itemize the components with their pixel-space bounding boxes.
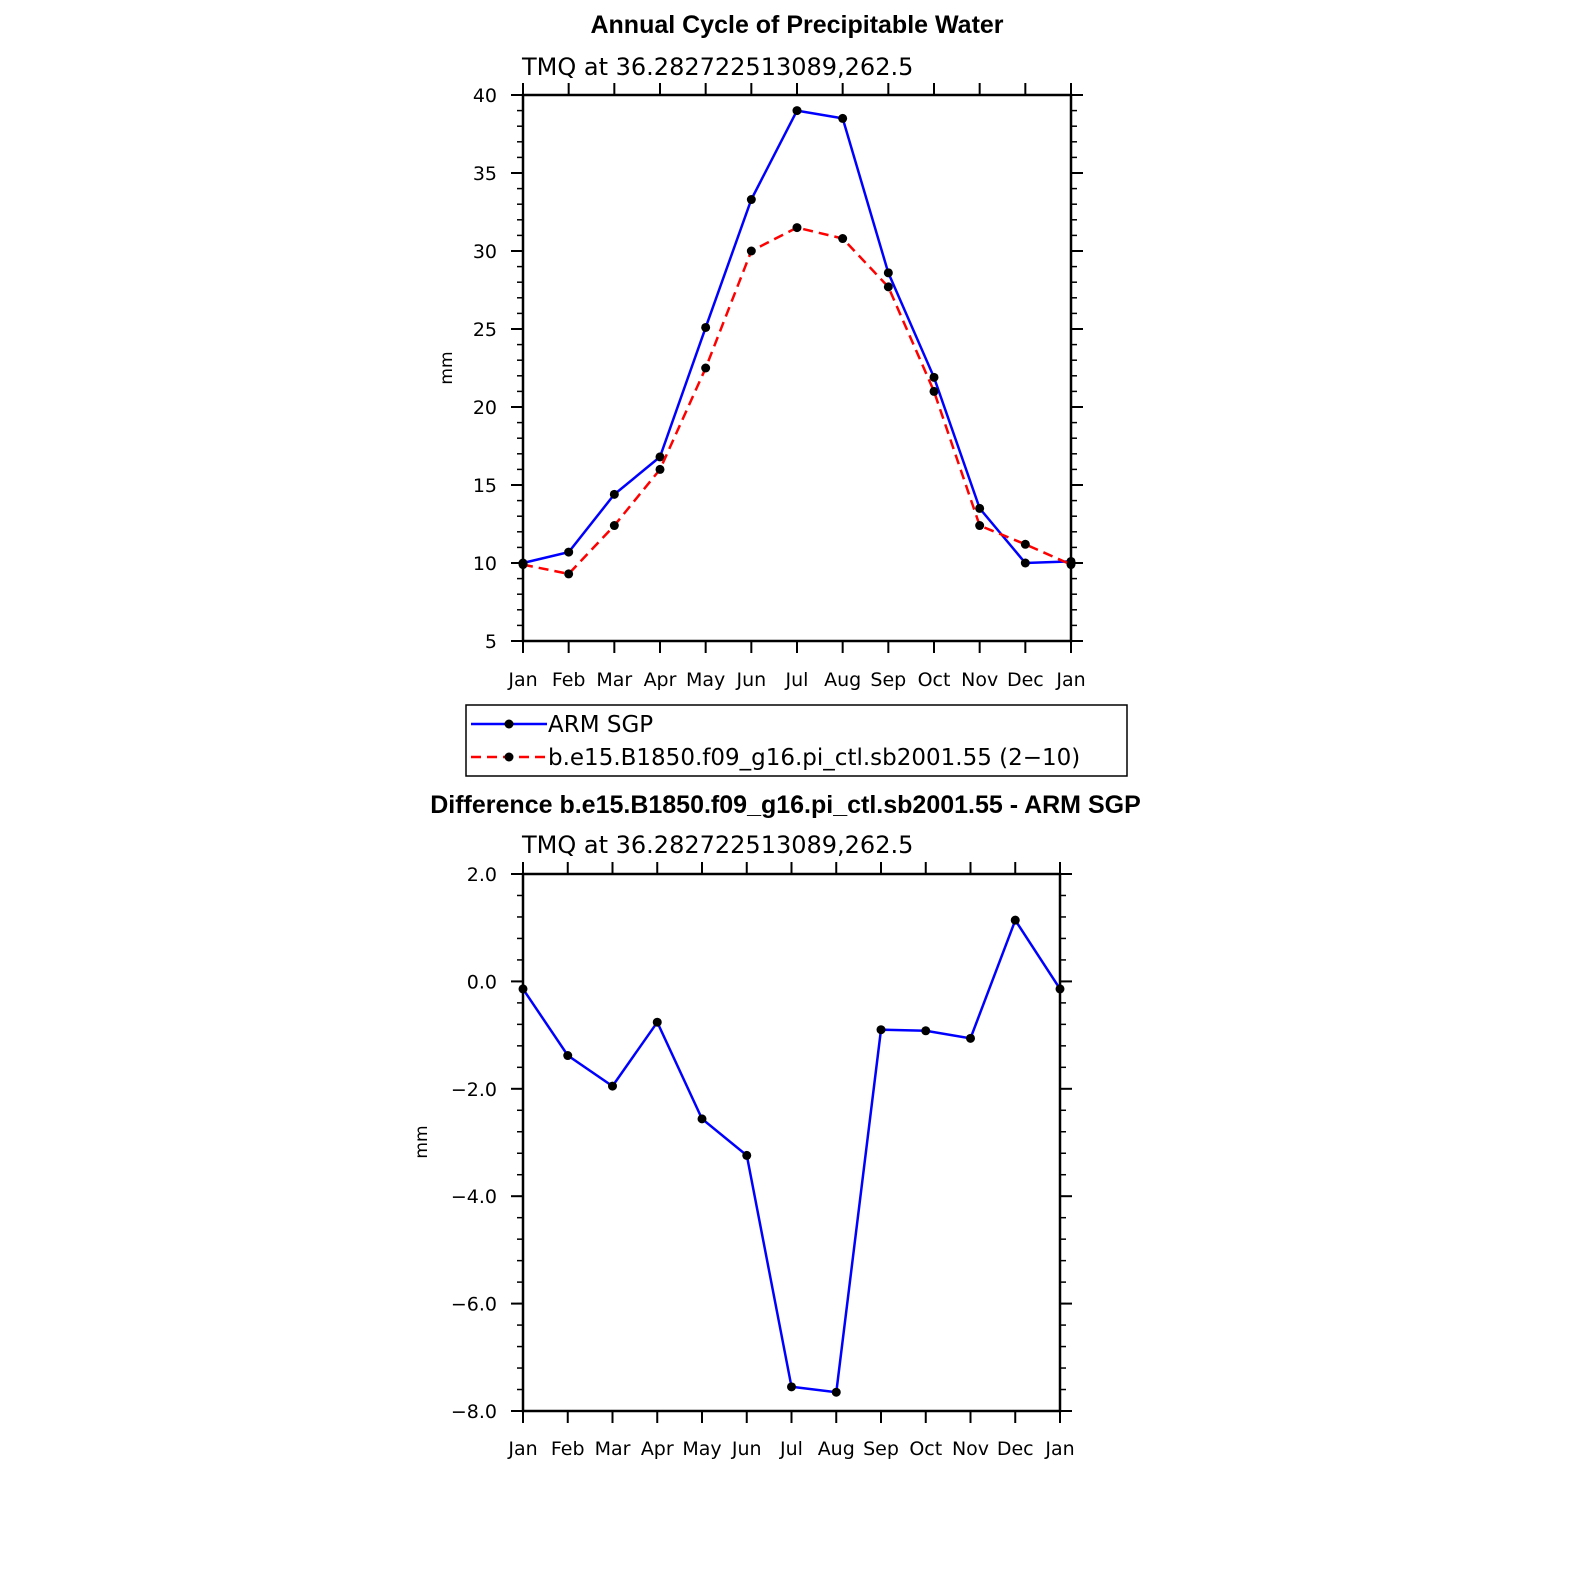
- annual-cycle-xtick-label: Jan: [1055, 669, 1085, 691]
- difference-xtick-label: Oct: [909, 1438, 942, 1460]
- annual-cycle-ytick-label: 15: [473, 475, 497, 497]
- annual-cycle-data-point: [883, 268, 893, 278]
- difference-xtick-label: May: [682, 1438, 721, 1460]
- difference-data-point: [831, 1387, 841, 1397]
- difference-xtick-label: Mar: [595, 1438, 631, 1460]
- annual-cycle-data-point: [792, 223, 802, 233]
- annual-cycle-data-point: [609, 521, 619, 531]
- difference-data-point: [876, 1025, 886, 1035]
- annual-cycle-data-point: [701, 322, 711, 332]
- annual-cycle-data-point: [1020, 539, 1030, 549]
- annual-cycle-data-point: [929, 386, 939, 396]
- difference-subtitle: TMQ at 36.282722513089,262.5: [521, 831, 913, 859]
- difference-data-point: [1010, 915, 1020, 925]
- annual-cycle-ylabel: mm: [437, 351, 457, 384]
- difference-data-point: [608, 1081, 617, 1091]
- difference-xtick-label: Jul: [779, 1438, 803, 1460]
- annual-cycle-series-line-1: [522, 226, 1072, 576]
- legend-marker-1: [504, 752, 514, 762]
- difference-ytick-label: 2.0: [467, 864, 497, 886]
- difference-series-line-0: [521, 917, 1062, 1394]
- difference-data-point: [921, 1026, 931, 1036]
- annual-cycle-ytick-label: 10: [473, 553, 497, 575]
- difference-ytick-label: −6.0: [451, 1294, 497, 1316]
- legend-label-0: ARM SGP: [548, 712, 653, 738]
- difference-ytick-label: −8.0: [451, 1401, 497, 1423]
- annual-cycle-xtick-label: Jun: [735, 669, 766, 691]
- annual-cycle-data-point: [792, 106, 802, 116]
- difference-data-point: [966, 1033, 975, 1043]
- difference-xtick-label: Jan: [1044, 1438, 1074, 1460]
- annual-cycle-ytick-label: 40: [473, 85, 497, 107]
- annual-cycle-ytick-label: 30: [473, 241, 497, 263]
- difference-data-point: [652, 1017, 662, 1027]
- annual-cycle-xtick-label: Feb: [552, 669, 586, 691]
- difference-ytick-label: −2.0: [451, 1079, 497, 1101]
- annual-cycle-data-point: [746, 246, 756, 256]
- difference-ytick-label: 0.0: [467, 971, 497, 993]
- annual-cycle-data-point: [838, 113, 848, 123]
- annual-cycle-data-point: [518, 560, 528, 570]
- difference-chart: Difference b.e15.B1850.f09_g16.pi_ctl.sb…: [412, 791, 1141, 1460]
- difference-xtick-label: Nov: [952, 1438, 989, 1460]
- annual-cycle-xtick-label: Jul: [785, 669, 809, 691]
- difference-xtick-label: Apr: [641, 1438, 674, 1460]
- difference-xtick-label: Dec: [997, 1438, 1034, 1460]
- annual-cycle-data-point: [1066, 560, 1076, 570]
- annual-cycle-xtick-label: Nov: [961, 669, 998, 691]
- annual-cycle-subtitle: TMQ at 36.282722513089,262.5: [521, 53, 913, 81]
- annual-cycle-xtick-label: Jan: [507, 669, 537, 691]
- annual-cycle-xtick-label: Aug: [824, 669, 861, 691]
- difference-plot-frame: [521, 872, 1062, 1413]
- difference-data-point: [1055, 984, 1065, 994]
- annual-cycle-data-point: [975, 503, 985, 513]
- annual-cycle-xtick-label: Apr: [644, 669, 677, 691]
- annual-cycle-data-point: [655, 464, 665, 474]
- annual-cycle-data-point: [701, 363, 711, 373]
- difference-xtick-label: Sep: [863, 1438, 899, 1460]
- annual-cycle-xtick-label: Dec: [1007, 669, 1044, 691]
- annual-cycle-xtick-label: Mar: [596, 669, 632, 691]
- annual-cycle-data-point: [655, 452, 665, 462]
- annual-cycle-ytick-label: 35: [473, 163, 497, 185]
- difference-xtick-label: Jan: [507, 1438, 537, 1460]
- difference-data-point: [518, 984, 528, 994]
- annual-cycle-data-point: [564, 569, 574, 579]
- difference-data-point: [742, 1150, 752, 1160]
- legend-marker-0: [504, 719, 514, 729]
- difference-data-point: [697, 1114, 707, 1124]
- annual-cycle-series-line-0: [522, 109, 1072, 565]
- legend-box: [465, 704, 1128, 777]
- annual-cycle-data-point: [929, 372, 939, 382]
- legend-label-1: b.e15.B1850.f09_g16.pi_ctl.sb2001.55 (2−…: [548, 745, 1080, 771]
- legend: ARM SGP b.e15.B1850.f09_g16.pi_ctl.sb2001…: [465, 704, 1128, 777]
- annual-cycle-data-point: [609, 489, 619, 499]
- difference-title: Difference b.e15.B1850.f09_g16.pi_ctl.sb…: [430, 791, 1141, 819]
- annual-cycle-data-point: [746, 195, 756, 205]
- annual-cycle-data-point: [1020, 558, 1030, 568]
- annual-cycle-data-point: [975, 521, 985, 531]
- annual-cycle-data-point: [564, 547, 574, 557]
- difference-ytick-label: −4.0: [451, 1186, 497, 1208]
- difference-xtick-label: Aug: [818, 1438, 855, 1460]
- annual-cycle-xtick-label: May: [686, 669, 725, 691]
- annual-cycle-ytick-label: 25: [473, 319, 497, 341]
- annual-cycle-title: Annual Cycle of Precipitable Water: [590, 11, 1003, 39]
- annual-cycle-ytick-label: 20: [473, 397, 497, 419]
- annual-cycle-xtick-label: Sep: [870, 669, 906, 691]
- annual-cycle-data-point: [838, 234, 848, 244]
- difference-ylabel: mm: [412, 1125, 432, 1158]
- annual-cycle-ytick-label: 5: [485, 631, 497, 653]
- difference-data-point: [787, 1382, 796, 1392]
- annual-cycle-xtick-label: Oct: [918, 669, 951, 691]
- annual-cycle-chart: Annual Cycle of Precipitable Water TMQ at…: [437, 11, 1086, 691]
- difference-xtick-label: Feb: [551, 1438, 585, 1460]
- difference-xtick-label: Jun: [731, 1438, 762, 1460]
- annual-cycle-data-point: [883, 282, 893, 292]
- annual-cycle-plot-frame: [521, 93, 1073, 643]
- difference-data-point: [563, 1051, 573, 1061]
